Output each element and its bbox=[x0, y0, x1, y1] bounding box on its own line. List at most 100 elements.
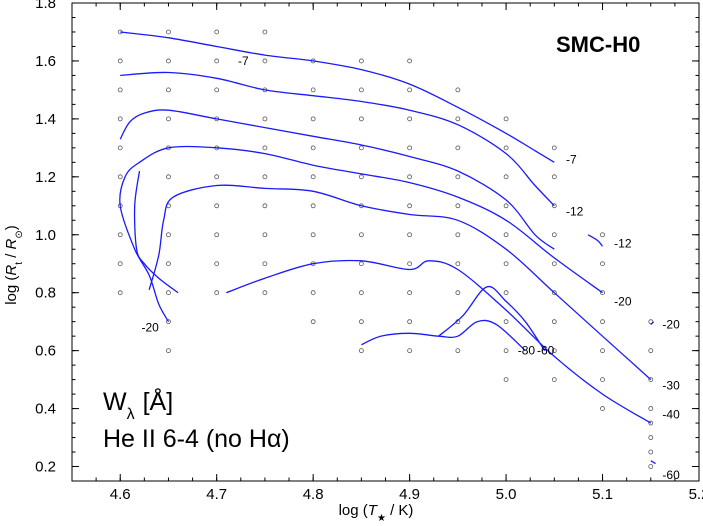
y-axis-ticks: 0.2 0.4 0.6 0.8 1.0 1.2 1.4 1.6 1.8 bbox=[35, 0, 699, 482]
grid-point bbox=[262, 29, 268, 35]
grid-point bbox=[455, 87, 461, 93]
grid-point bbox=[551, 348, 557, 354]
contour-line-m80-9 bbox=[361, 319, 526, 352]
grid-point bbox=[551, 203, 557, 209]
grid-point bbox=[358, 116, 364, 122]
grid-point bbox=[358, 290, 364, 296]
contour-line-m60-10 bbox=[438, 285, 546, 351]
grid-point bbox=[551, 290, 557, 296]
grid-point bbox=[117, 232, 123, 238]
contour-line-m60-11 bbox=[650, 460, 656, 465]
grid-point bbox=[648, 420, 654, 426]
grid-point bbox=[503, 377, 509, 383]
grid-point bbox=[262, 58, 268, 64]
grid-point bbox=[407, 319, 413, 325]
grid-point bbox=[407, 116, 413, 122]
contour-labels: -7-7-12-12-20-20-20-30-40-80 -60-60 bbox=[142, 54, 681, 482]
x-tick-label: 5.1 bbox=[592, 486, 613, 503]
y-tick-label: 1.6 bbox=[35, 53, 56, 70]
grid-point bbox=[503, 232, 509, 238]
grid-point bbox=[166, 116, 171, 122]
grid-point bbox=[117, 174, 123, 180]
chart-title: SMC-H0 bbox=[556, 32, 640, 57]
grid-point bbox=[117, 87, 123, 93]
grid-point bbox=[407, 87, 413, 93]
contour-line-m7-1 bbox=[120, 71, 555, 207]
grid-point bbox=[551, 145, 557, 151]
contour-label: -80 bbox=[518, 344, 536, 358]
contour-line-m7-0 bbox=[120, 31, 555, 163]
contour-line-m20-4 bbox=[133, 170, 179, 294]
y-tick-label: 1.4 bbox=[35, 111, 56, 128]
y-tick-label: 0.6 bbox=[35, 343, 56, 360]
legend-line-1: Wλ [Å] bbox=[103, 386, 173, 423]
grid-point bbox=[551, 232, 557, 238]
grid-point bbox=[455, 348, 461, 354]
grid-point bbox=[503, 174, 509, 180]
grid-point bbox=[503, 145, 509, 151]
grid-point bbox=[648, 449, 654, 455]
grid-point bbox=[117, 116, 123, 122]
x-tick-label: 4.7 bbox=[206, 486, 227, 503]
grid-point bbox=[358, 261, 364, 267]
contour-label: -20 bbox=[142, 320, 160, 334]
grid-point bbox=[310, 145, 316, 151]
grid-point bbox=[503, 290, 509, 296]
grid-point bbox=[166, 87, 171, 93]
grid-point bbox=[600, 377, 605, 383]
y-tick-label: 0.2 bbox=[35, 459, 56, 476]
grid-point bbox=[166, 174, 171, 180]
y-axis-title: log (Rt / R⊙) bbox=[3, 225, 25, 305]
grid-point bbox=[358, 87, 364, 93]
grid-point bbox=[117, 261, 123, 267]
y-tick-label: 1.0 bbox=[35, 227, 56, 244]
grid-point bbox=[407, 348, 413, 354]
grid-point bbox=[262, 203, 268, 209]
grid-point bbox=[600, 232, 605, 238]
grid-point bbox=[503, 348, 509, 354]
grid-points bbox=[117, 29, 654, 469]
grid-point bbox=[455, 290, 461, 296]
grid-point bbox=[262, 116, 268, 122]
grid-point bbox=[262, 290, 268, 296]
y-tick-label: 1.2 bbox=[35, 169, 56, 186]
grid-point bbox=[455, 116, 461, 122]
grid-point bbox=[648, 406, 654, 411]
grid-point bbox=[503, 319, 509, 325]
grid-point bbox=[166, 290, 171, 296]
y-tick-label: 0.8 bbox=[35, 285, 56, 302]
grid-point bbox=[358, 348, 364, 354]
grid-point bbox=[117, 145, 123, 151]
grid-point bbox=[551, 319, 557, 325]
grid-point bbox=[600, 261, 605, 267]
grid-point bbox=[407, 290, 413, 296]
grid-point bbox=[455, 203, 461, 209]
grid-point bbox=[214, 29, 220, 35]
grid-point bbox=[214, 87, 220, 93]
grid-point bbox=[455, 174, 461, 180]
grid-point bbox=[166, 261, 171, 267]
contour-label: -7 bbox=[238, 54, 249, 68]
grid-point bbox=[358, 319, 364, 325]
grid-point bbox=[166, 29, 171, 35]
grid-point bbox=[214, 232, 220, 238]
grid-point bbox=[503, 261, 509, 267]
grid-point bbox=[551, 174, 557, 180]
grid-point bbox=[503, 203, 509, 209]
x-tick-label: 4.8 bbox=[303, 486, 324, 503]
contour-line-m12-3 bbox=[587, 234, 604, 247]
grid-point bbox=[551, 261, 557, 267]
contour-label: -40 bbox=[662, 407, 680, 421]
grid-point bbox=[262, 232, 268, 238]
contour-label: -20 bbox=[662, 318, 680, 332]
contour-line-m20-6 bbox=[650, 321, 655, 326]
grid-point bbox=[455, 145, 461, 151]
grid-point bbox=[648, 348, 654, 354]
grid-point bbox=[358, 145, 364, 151]
grid-point bbox=[214, 174, 220, 180]
contour-line-m20-5 bbox=[119, 145, 603, 323]
x-tick-label: 5.0 bbox=[496, 486, 517, 503]
grid-point bbox=[310, 203, 316, 209]
contour-label: -20 bbox=[614, 294, 632, 308]
grid-point bbox=[310, 116, 316, 122]
